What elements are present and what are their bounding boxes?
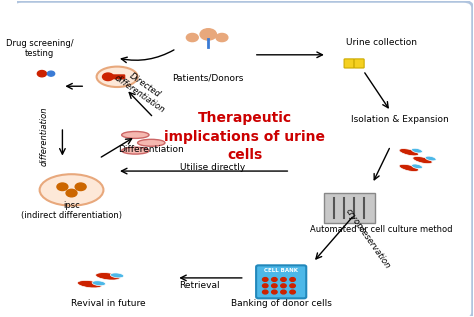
Circle shape bbox=[281, 284, 286, 288]
FancyBboxPatch shape bbox=[256, 265, 306, 298]
Text: Automated or cell culture method: Automated or cell culture method bbox=[310, 225, 453, 234]
Ellipse shape bbox=[110, 273, 124, 278]
Text: Utilise directly: Utilise directly bbox=[180, 164, 246, 172]
Ellipse shape bbox=[96, 273, 120, 280]
Text: Urine collection: Urine collection bbox=[346, 38, 417, 47]
FancyBboxPatch shape bbox=[344, 59, 354, 68]
FancyBboxPatch shape bbox=[12, 1, 473, 317]
Ellipse shape bbox=[399, 149, 419, 156]
Text: CELL BANK: CELL BANK bbox=[264, 268, 298, 273]
Circle shape bbox=[37, 70, 46, 77]
FancyBboxPatch shape bbox=[325, 193, 374, 223]
Ellipse shape bbox=[122, 147, 149, 154]
Circle shape bbox=[263, 284, 268, 288]
Circle shape bbox=[200, 29, 217, 40]
Text: cryopreservation: cryopreservation bbox=[344, 207, 392, 270]
Circle shape bbox=[281, 290, 286, 294]
Ellipse shape bbox=[92, 281, 106, 286]
Circle shape bbox=[216, 33, 228, 42]
Circle shape bbox=[102, 73, 113, 81]
Circle shape bbox=[290, 284, 295, 288]
Text: Patients/Donors: Patients/Donors bbox=[173, 74, 244, 83]
Circle shape bbox=[186, 33, 198, 42]
FancyBboxPatch shape bbox=[354, 59, 364, 68]
Circle shape bbox=[66, 189, 77, 197]
Text: Retrieval: Retrieval bbox=[179, 281, 219, 290]
Circle shape bbox=[263, 290, 268, 294]
Text: Therapeutic
implications of urine
cells: Therapeutic implications of urine cells bbox=[164, 111, 325, 162]
Text: Differentiation: Differentiation bbox=[118, 145, 184, 153]
Text: ipsc
(indirect differentiation): ipsc (indirect differentiation) bbox=[21, 201, 122, 220]
Ellipse shape bbox=[77, 281, 102, 288]
Circle shape bbox=[272, 284, 277, 288]
Ellipse shape bbox=[413, 157, 432, 164]
Circle shape bbox=[47, 71, 55, 76]
Circle shape bbox=[75, 183, 86, 191]
Ellipse shape bbox=[122, 132, 149, 139]
Circle shape bbox=[290, 278, 295, 281]
Ellipse shape bbox=[411, 164, 422, 169]
Ellipse shape bbox=[399, 164, 419, 171]
Ellipse shape bbox=[137, 139, 165, 146]
Ellipse shape bbox=[40, 174, 103, 206]
Text: Drug screening/
testing: Drug screening/ testing bbox=[6, 39, 73, 58]
Circle shape bbox=[272, 290, 277, 294]
Ellipse shape bbox=[425, 156, 436, 161]
FancyBboxPatch shape bbox=[111, 74, 125, 79]
Circle shape bbox=[281, 278, 286, 281]
Ellipse shape bbox=[97, 67, 137, 87]
Text: Revival in future: Revival in future bbox=[71, 299, 146, 307]
Circle shape bbox=[272, 278, 277, 281]
Circle shape bbox=[57, 183, 68, 191]
Text: Directed
differentiation: Directed differentiation bbox=[112, 64, 172, 114]
Text: differentiation: differentiation bbox=[40, 107, 49, 166]
Text: Isolation & Expansion: Isolation & Expansion bbox=[351, 115, 448, 124]
Circle shape bbox=[290, 290, 295, 294]
Ellipse shape bbox=[411, 148, 422, 153]
Circle shape bbox=[263, 278, 268, 281]
Text: Banking of donor cells: Banking of donor cells bbox=[231, 299, 332, 307]
